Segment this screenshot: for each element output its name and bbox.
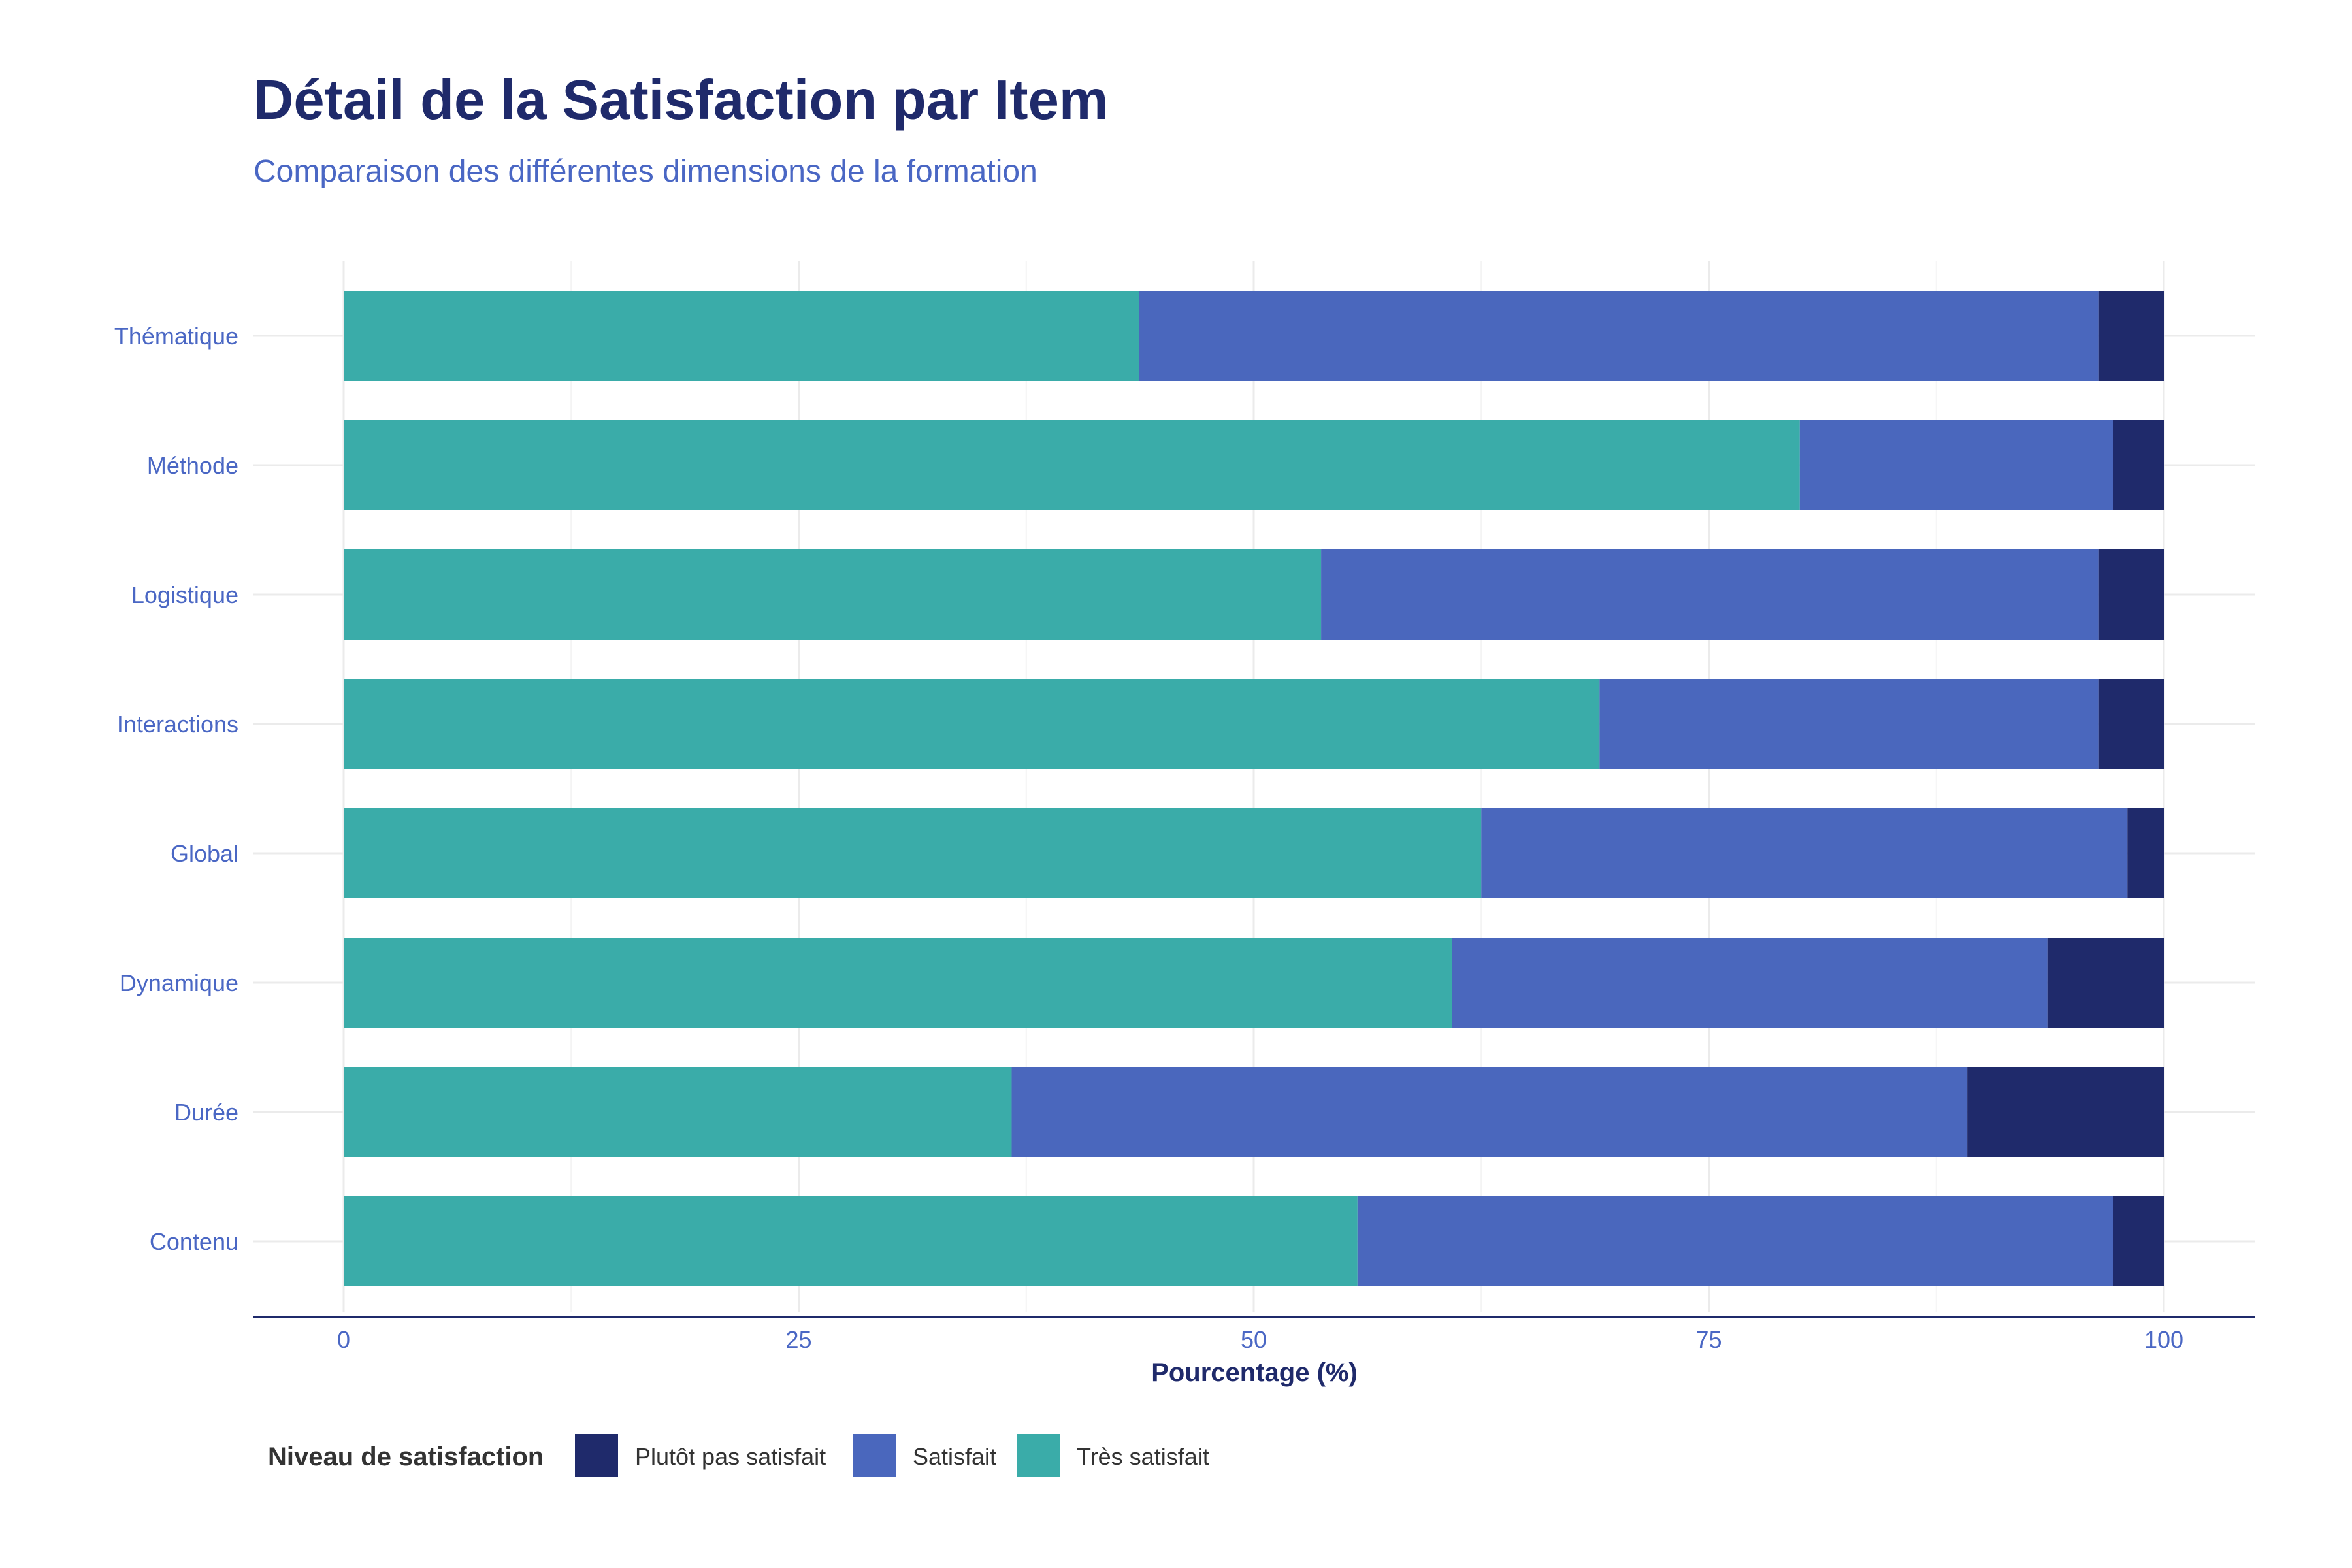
x-axis-title: Pourcentage (%): [1151, 1358, 1358, 1387]
bar-segment-tres-satisfait: [344, 420, 1800, 510]
chart-subtitle: Comparaison des différentes dimensions d…: [253, 154, 1037, 189]
y-tick-label: Contenu: [150, 1228, 238, 1255]
bar-segment-satisfait: [1452, 938, 2048, 1028]
x-tick-label: 75: [1695, 1326, 1722, 1353]
bar-segment-plutot-pas-satisfait: [2127, 808, 2164, 898]
x-tick-label: 100: [2144, 1326, 2183, 1353]
bar-segment-satisfait: [1481, 808, 2128, 898]
legend-label: Plutôt pas satisfait: [635, 1443, 826, 1470]
legend-swatch: [1017, 1434, 1060, 1477]
x-tick-label: 25: [785, 1326, 811, 1353]
y-tick-label: Thématique: [114, 323, 238, 350]
y-tick-label: Durée: [174, 1099, 238, 1126]
bar-segment-tres-satisfait: [344, 1067, 1012, 1157]
bar-segment-satisfait: [1139, 291, 2099, 381]
bars: [344, 291, 2164, 1286]
bar-segment-plutot-pas-satisfait: [1967, 1067, 2164, 1157]
bar-segment-tres-satisfait: [344, 679, 1600, 769]
bar-segment-satisfait: [1357, 1196, 2113, 1286]
bar-segment-satisfait: [1321, 549, 2099, 640]
y-tick-label: Interactions: [117, 711, 238, 738]
y-tick-label: Méthode: [147, 452, 238, 479]
bar-segment-satisfait: [1799, 420, 2113, 510]
x-tick-labels: 0 25 50 75 100: [337, 1326, 2183, 1353]
bar-segment-plutot-pas-satisfait: [2112, 420, 2164, 510]
legend-swatch: [575, 1434, 618, 1477]
x-tick-label: 50: [1241, 1326, 1267, 1353]
x-tick-label: 0: [337, 1326, 350, 1353]
bar-segment-tres-satisfait: [344, 938, 1452, 1028]
bar-segment-tres-satisfait: [344, 808, 1482, 898]
bar-segment-plutot-pas-satisfait: [2112, 1196, 2164, 1286]
legend: Niveau de satisfaction Plutôt pas satisf…: [268, 1434, 1209, 1477]
bar-segment-satisfait: [1011, 1067, 1968, 1157]
bar-segment-plutot-pas-satisfait: [2098, 679, 2164, 769]
bar-segment-satisfait: [1599, 679, 2099, 769]
y-tick-label: Global: [171, 840, 238, 867]
legend-label: Très satisfait: [1077, 1443, 1209, 1470]
legend-swatch: [853, 1434, 896, 1477]
bar-segment-plutot-pas-satisfait: [2098, 291, 2164, 381]
legend-title: Niveau de satisfaction: [268, 1443, 544, 1471]
y-tick-labels: Thématique Méthode Logistique Interactions G…: [114, 323, 238, 1255]
y-tick-label: Dynamique: [120, 970, 238, 996]
legend-label: Satisfait: [913, 1443, 996, 1470]
bar-segment-tres-satisfait: [344, 291, 1139, 381]
bar-segment-plutot-pas-satisfait: [2098, 549, 2164, 640]
bar-segment-tres-satisfait: [344, 1196, 1358, 1286]
y-tick-label: Logistique: [131, 581, 238, 608]
chart-title: Détail de la Satisfaction par Item: [253, 69, 1108, 131]
bar-segment-plutot-pas-satisfait: [2047, 938, 2164, 1028]
bar-segment-tres-satisfait: [344, 549, 1322, 640]
